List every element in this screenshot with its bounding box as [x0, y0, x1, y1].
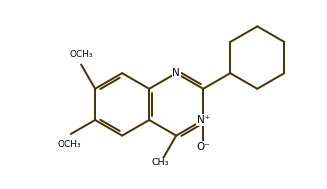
Text: N: N	[172, 68, 180, 78]
Text: OCH₃: OCH₃	[58, 140, 81, 149]
Text: CH₃: CH₃	[152, 158, 169, 167]
Text: N⁺: N⁺	[197, 115, 210, 125]
Text: OCH₃: OCH₃	[69, 50, 93, 59]
Text: O⁻: O⁻	[196, 142, 210, 152]
